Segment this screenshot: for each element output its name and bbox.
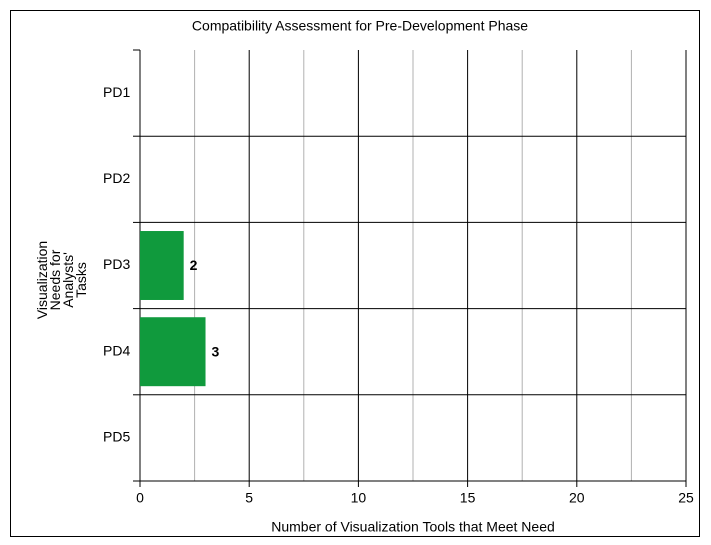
x-tick-label: 0 bbox=[136, 490, 144, 506]
x-tick-label: 10 bbox=[351, 490, 367, 506]
frame bbox=[10, 10, 700, 537]
y-tick-label: PD5 bbox=[103, 429, 130, 445]
chart-title: Compatibility Assessment for Pre-Develop… bbox=[192, 18, 528, 34]
y-axis-label-line: Tasks bbox=[73, 262, 89, 298]
x-tick-label: 20 bbox=[569, 490, 585, 506]
y-tick-label: PD1 bbox=[103, 84, 130, 100]
x-tick-label: 25 bbox=[678, 490, 694, 506]
x-tick-label: 15 bbox=[460, 490, 476, 506]
value-label: 2 bbox=[190, 257, 198, 273]
x-axis-label: Number of Visualization Tools that Meet … bbox=[271, 519, 555, 535]
bar bbox=[140, 231, 184, 300]
value-label: 3 bbox=[212, 343, 220, 359]
y-axis-label-line: Visualization bbox=[34, 241, 50, 319]
x-tick-label: 5 bbox=[245, 490, 253, 506]
bar bbox=[140, 317, 206, 387]
y-axis-label-line: Analysts' bbox=[60, 252, 76, 308]
y-tick-label: PD2 bbox=[103, 170, 130, 186]
y-axis-label-line: Needs for bbox=[47, 249, 63, 310]
y-tick-label: PD4 bbox=[103, 342, 130, 358]
y-tick-label: PD3 bbox=[103, 256, 130, 272]
